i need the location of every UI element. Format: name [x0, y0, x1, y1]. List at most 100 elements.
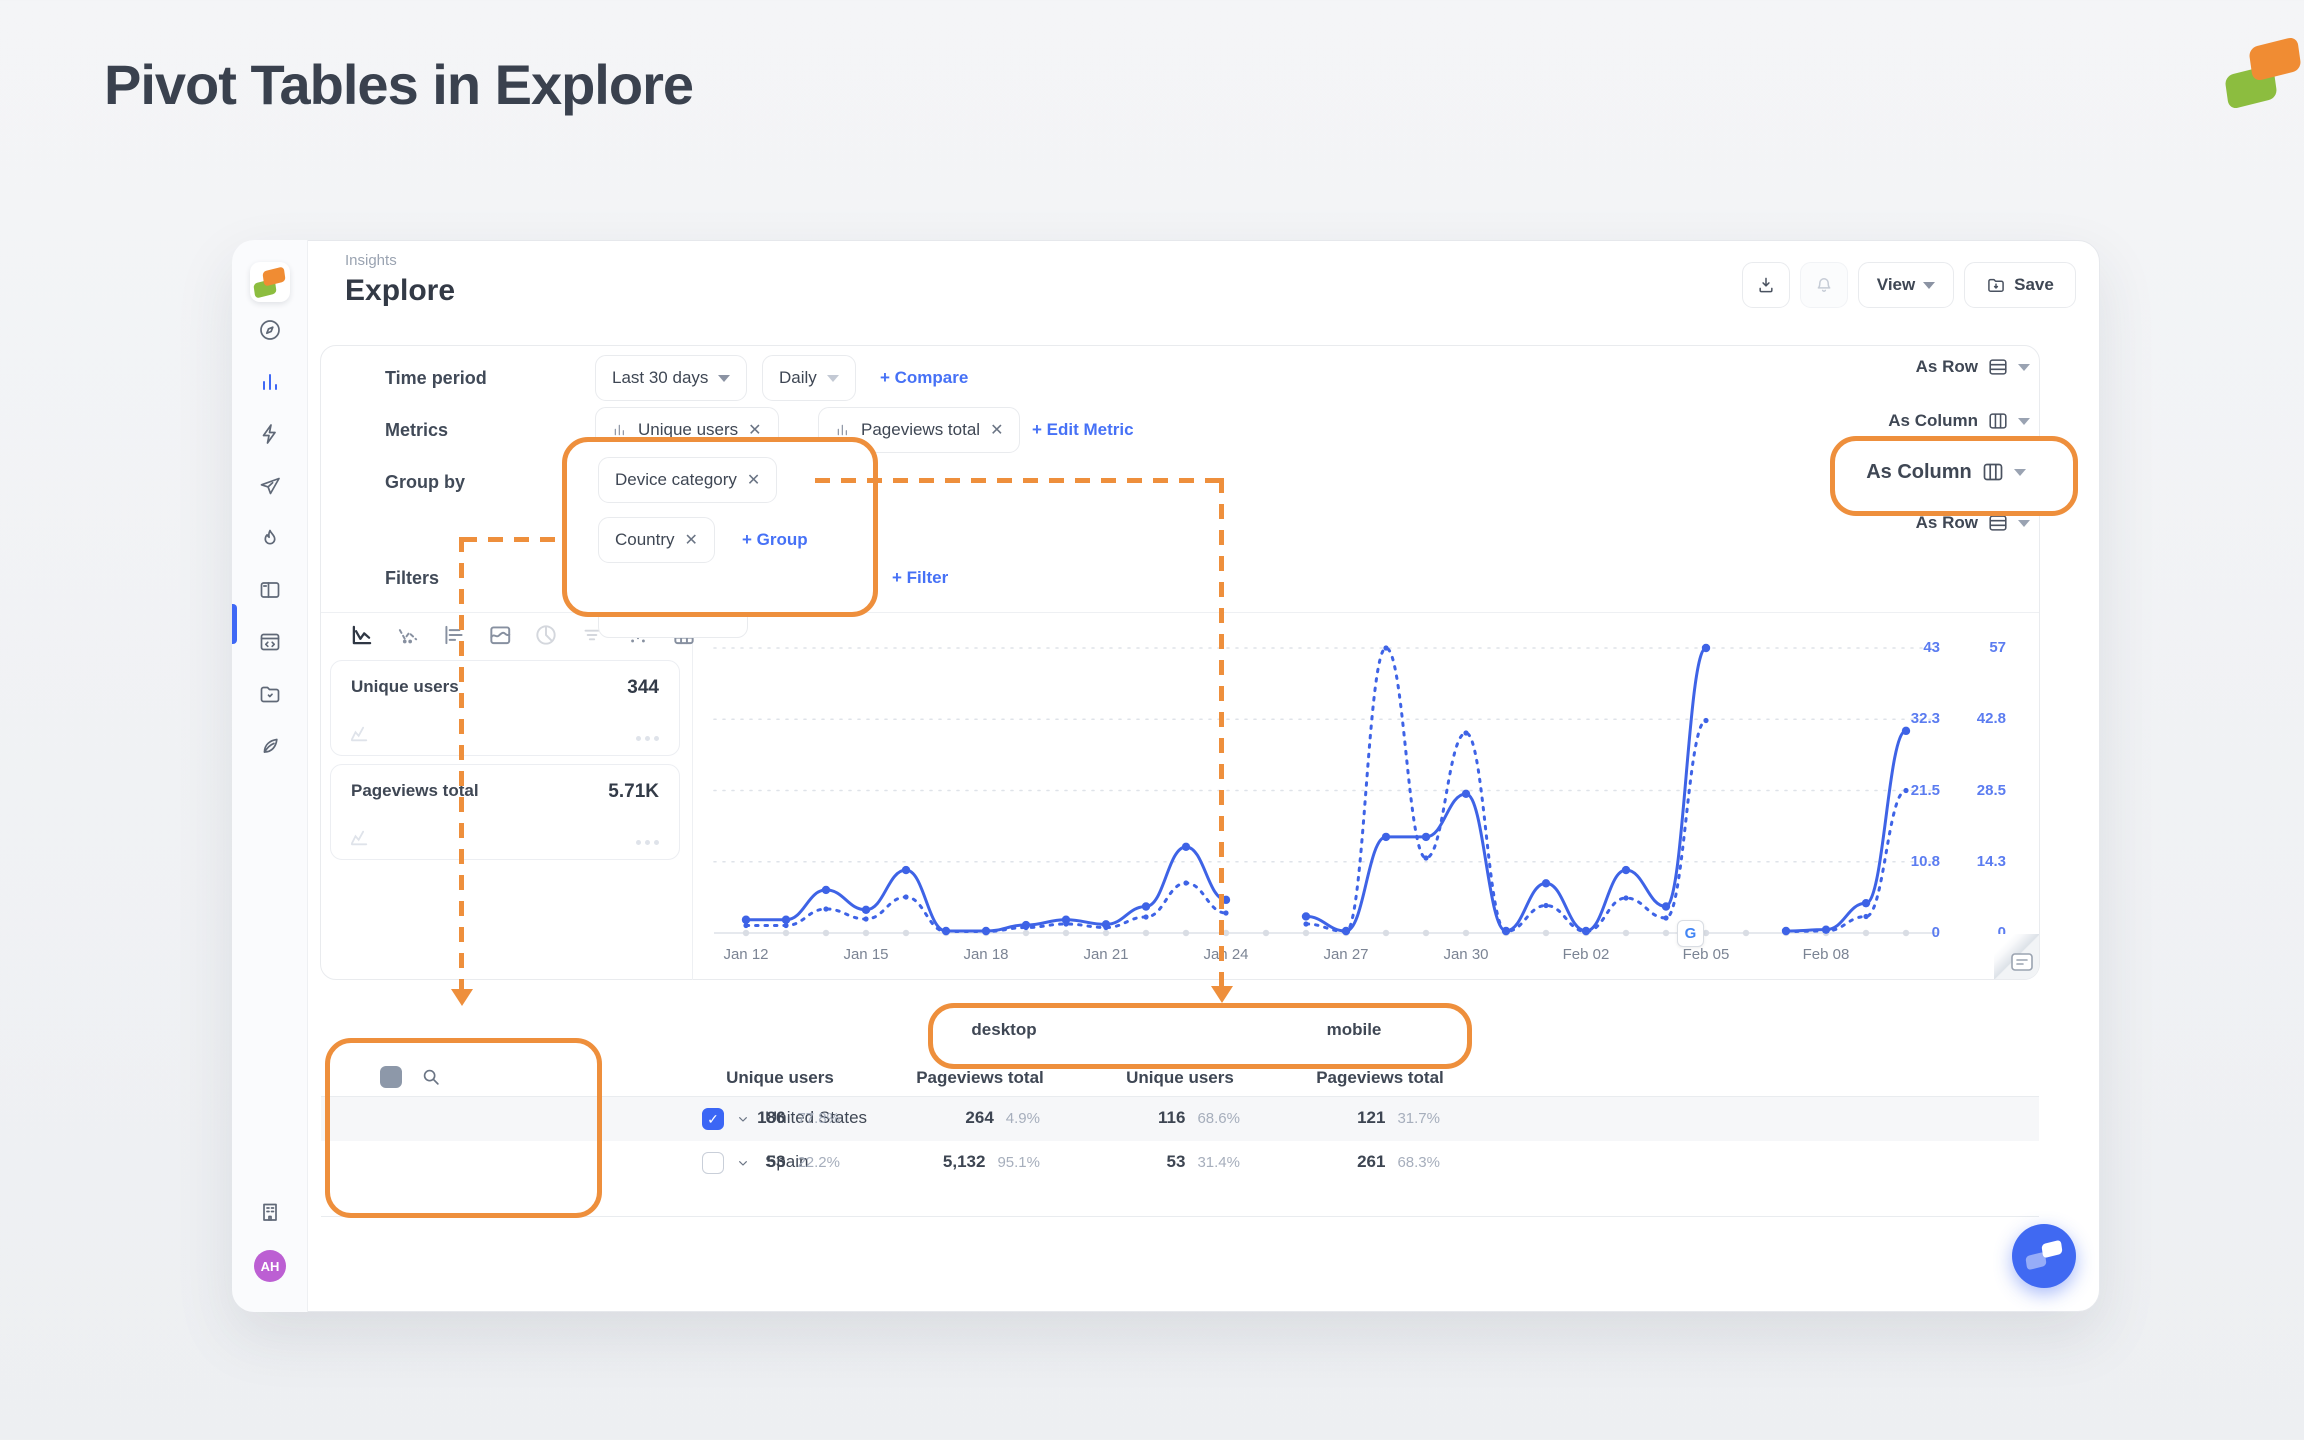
chart-type-line-button[interactable]: [344, 621, 380, 649]
row-label: United States: [765, 1108, 868, 1127]
app-logo-icon[interactable]: [250, 262, 290, 302]
filters-pivot-dropdown[interactable]: As Row: [1850, 512, 2030, 534]
cell-percent: 77.8%: [797, 1110, 840, 1127]
metric-card-pageviews-total[interactable]: Pageviews total 5.71K: [330, 764, 680, 860]
notifications-button[interactable]: [1800, 262, 1848, 308]
add-group-button[interactable]: + Group: [742, 530, 808, 549]
sidebar-item-dashboard[interactable]: [248, 308, 292, 352]
table-row-united-states[interactable]: ✓ United States 186 77.8% 264 4.9% 116 68.6…: [321, 1097, 2039, 1141]
compass-icon: [260, 320, 280, 340]
metric-card-unique-users[interactable]: Unique users 344: [330, 660, 680, 756]
search-icon[interactable]: [420, 1066, 442, 1088]
column-header[interactable]: Pageviews total: [1316, 1068, 1444, 1087]
column-group-mobile: mobile: [1326, 1020, 1382, 1039]
chevron-down-icon: [718, 374, 731, 382]
y-axis-right-ticks: 57 42.8 28.5 14.3 0: [1948, 618, 2006, 968]
as-column-highlight-box: [1830, 436, 2078, 516]
sidebar-active-indicator: [232, 604, 237, 644]
chevron-down-icon: [2018, 417, 2030, 425]
row-checkbox[interactable]: ✓: [702, 1108, 724, 1130]
note-icon[interactable]: [2010, 952, 2034, 979]
sidebar-item-workspace[interactable]: [248, 1190, 292, 1234]
remove-chip-icon[interactable]: ✕: [748, 422, 762, 439]
lightning-icon: [262, 424, 276, 444]
sidebar-item-boards[interactable]: [248, 568, 292, 612]
column-group-desktop: desktop: [971, 1020, 1037, 1039]
view-dropdown-label: View: [1876, 275, 1916, 294]
filters-label: Filters: [385, 568, 440, 588]
chevron-down-icon: [826, 374, 839, 382]
annotation-arrowhead: [1211, 986, 1233, 1003]
granularity-dropdown[interactable]: Daily: [762, 355, 856, 401]
cell-value: 53: [1166, 1152, 1186, 1171]
date-range-dropdown[interactable]: Last 30 days: [595, 355, 748, 401]
chart-type-bar-button[interactable]: [436, 621, 472, 649]
bar-chart-icon: [263, 374, 277, 390]
x-axis-tick: Jan 24: [1203, 946, 1249, 963]
fab-logo-icon: [2025, 1251, 2047, 1271]
view-dropdown[interactable]: View: [1858, 262, 1954, 308]
metric-chip-label: Pageviews total: [861, 420, 981, 439]
send-icon: [260, 477, 280, 495]
browser-code-icon: [260, 633, 280, 651]
sidebar-item-insights[interactable]: [248, 360, 292, 404]
download-icon: [1759, 277, 1773, 293]
sidebar: [232, 240, 308, 1312]
metric-icon: [614, 424, 624, 436]
time-period-pivot-dropdown[interactable]: As Row: [1850, 356, 2030, 378]
save-button-label: Save: [2014, 275, 2054, 294]
chart-type-pie-button[interactable]: [528, 621, 564, 649]
group-chip-country[interactable]: Country ✕: [598, 517, 715, 563]
chevron-down-icon: [2018, 363, 2030, 371]
cell-percent: 68.3%: [1397, 1154, 1440, 1171]
as-row-icon: [1989, 515, 2007, 531]
sidebar-item-library[interactable]: [248, 672, 292, 716]
column-header[interactable]: Pageviews total: [916, 1068, 1044, 1087]
group-by-pivot-dropdown[interactable]: As Column: [1840, 460, 2052, 484]
more-menu-icon[interactable]: [636, 840, 659, 845]
y-axis-tick: 21.5: [1910, 781, 1940, 799]
column-header[interactable]: Unique users: [726, 1068, 834, 1087]
pivot-value: As Column: [1866, 460, 1972, 483]
select-all-checkbox[interactable]: [380, 1066, 402, 1088]
explore-chart[interactable]: G: [700, 618, 1950, 968]
help-fab-button[interactable]: [2012, 1224, 2076, 1288]
chevron-down-icon: [2018, 519, 2030, 527]
group-chip-device-category[interactable]: Device category ✕: [598, 457, 778, 503]
as-column-icon: [1983, 463, 2003, 481]
chart-type-dotted-line-button[interactable]: [390, 621, 426, 649]
metrics-pivot-dropdown[interactable]: As Column: [1850, 410, 2030, 432]
chevron-down-icon[interactable]: [735, 1111, 751, 1132]
compare-button[interactable]: + Compare: [880, 368, 969, 387]
sidebar-item-engagement[interactable]: [248, 516, 292, 560]
download-button[interactable]: [1742, 262, 1790, 308]
google-favicon-marker[interactable]: G: [1677, 920, 1704, 947]
chart-type-funnel-button[interactable]: [574, 621, 610, 649]
annotation-dash-country-to-rows: [459, 537, 464, 989]
row-label: Spain: [765, 1152, 809, 1171]
remove-chip-icon[interactable]: ✕: [990, 422, 1004, 439]
chevron-down-icon[interactable]: [735, 1155, 751, 1176]
sidebar-item-campaigns[interactable]: [248, 464, 292, 508]
cell-percent: 22.2%: [797, 1154, 840, 1171]
area-chart-icon: [490, 626, 511, 645]
row-checkbox[interactable]: ✓: [702, 1152, 724, 1174]
column-header[interactable]: Unique users: [1126, 1068, 1234, 1087]
add-filter-button[interactable]: + Filter: [892, 568, 949, 587]
chart-type-area-button[interactable]: [482, 621, 518, 649]
remove-chip-icon[interactable]: ✕: [684, 532, 698, 549]
more-menu-icon[interactable]: [636, 736, 659, 741]
remove-chip-icon[interactable]: ✕: [746, 472, 761, 489]
sidebar-item-feedback[interactable]: [248, 724, 292, 768]
brand-logo-icon: [2220, 34, 2304, 120]
avatar[interactable]: AH: [254, 1250, 286, 1282]
sidebar-item-events[interactable]: [248, 412, 292, 456]
x-axis-tick: Jan 12: [723, 946, 769, 963]
sidebar-item-integration[interactable]: [248, 620, 292, 664]
table-row-spain[interactable]: ✓ Spain 53 22.2% 5,132 95.1% 53 31.4% 261 68…: [321, 1141, 2039, 1185]
save-button[interactable]: Save: [1964, 262, 2076, 308]
metric-icon: [837, 424, 847, 436]
divider: [321, 612, 2039, 613]
annotation-arrowhead: [451, 989, 473, 1006]
edit-metric-button[interactable]: + Edit Metric: [1032, 420, 1134, 439]
